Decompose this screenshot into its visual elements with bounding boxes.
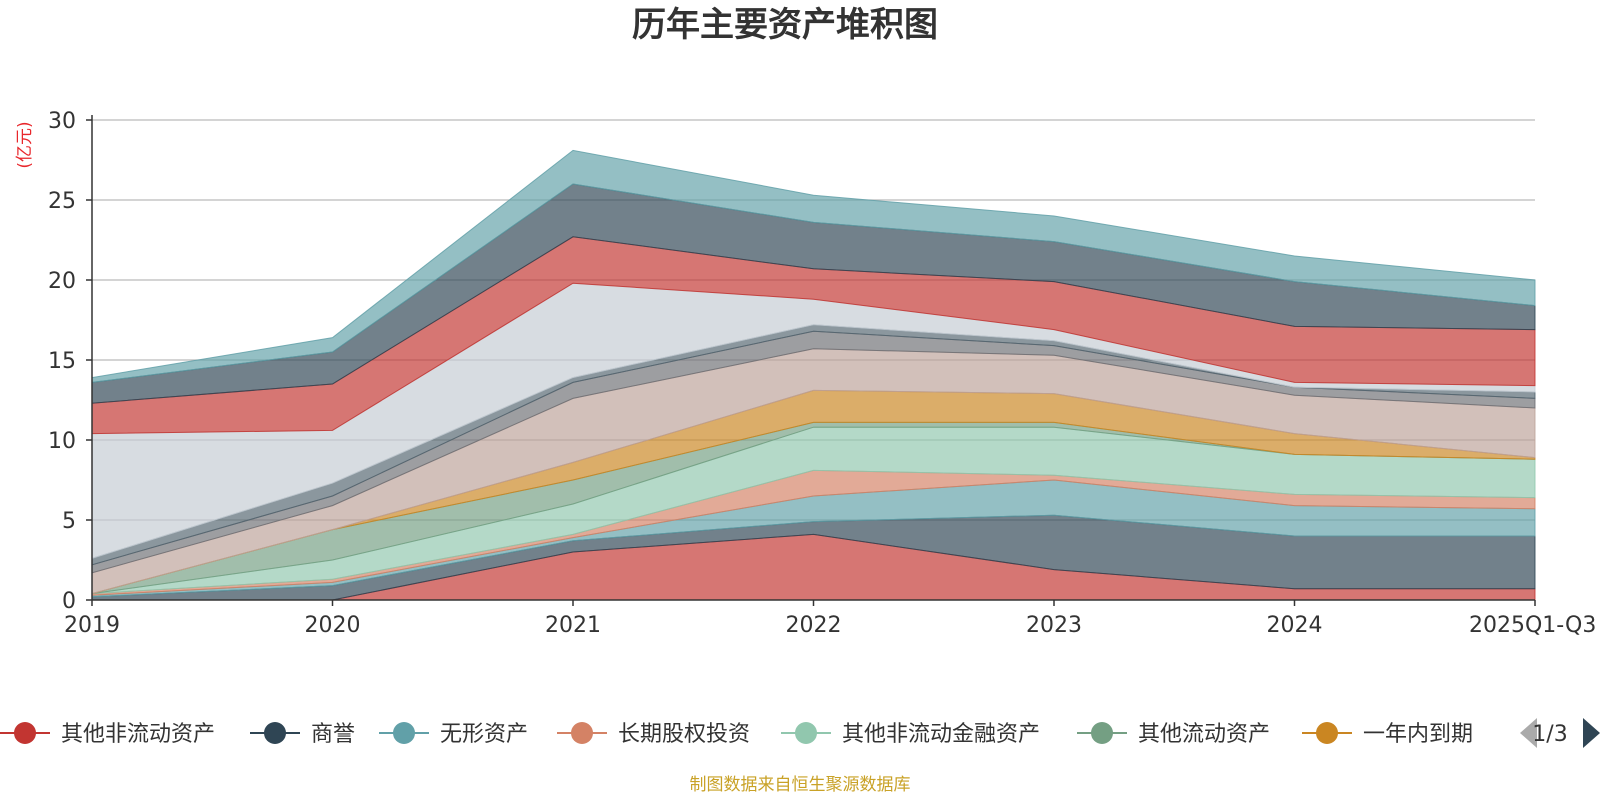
triangle-right-icon[interactable] — [1583, 718, 1600, 748]
x-tick-label: 2021 — [545, 613, 601, 638]
triangle-left-icon[interactable] — [1520, 718, 1537, 748]
legend: 其他非流动资产 商誉 无形资产 长期股权投资 其他非流动金融资产 其他流动资产 一年内到期 1… — [0, 718, 1600, 748]
legend-page-indicator: 1/3 — [1532, 722, 1567, 747]
x-tick-label: 2023 — [1026, 613, 1082, 638]
y-axis-unit: (亿元) — [15, 121, 35, 168]
legend-circle-icon — [393, 722, 415, 744]
legend-circle-icon — [795, 722, 817, 744]
y-tick-label: 20 — [48, 269, 76, 294]
y-tick-label: 15 — [48, 349, 76, 374]
axes: 2019 2020 2021 2022 2023 2024 2025Q1-Q3 — [64, 115, 1596, 638]
legend-item[interactable]: 其他非流动金融资产 — [781, 722, 1040, 747]
x-tick-label: 2022 — [786, 613, 842, 638]
legend-item[interactable]: 无形资产 — [379, 722, 528, 747]
area-series-14[interactable] — [91, 149, 1536, 383]
chart-title: 历年主要资产堆积图 — [632, 5, 938, 45]
y-tick-label: 10 — [48, 429, 76, 454]
legend-label: 其他流动资产 — [1138, 722, 1270, 747]
legend-label: 其他非流动资产 — [61, 722, 215, 747]
y-tick-label: 25 — [48, 189, 76, 214]
data-source-note: 制图数据来自恒生聚源数据库 — [690, 775, 911, 795]
legend-item[interactable]: 其他流动资产 — [1077, 722, 1270, 747]
legend-item[interactable]: 商誉 — [250, 722, 355, 747]
legend-circle-icon — [14, 722, 36, 744]
x-tick-label: 2025Q1-Q3 — [1469, 613, 1596, 638]
legend-circle-icon — [571, 722, 593, 744]
legend-circle-icon — [1316, 722, 1338, 744]
y-tick-label: 0 — [62, 589, 76, 614]
legend-label: 长期股权投资 — [618, 722, 750, 747]
x-tick-label: 2019 — [64, 613, 120, 638]
legend-label: 一年内到期 — [1363, 722, 1473, 747]
legend-item[interactable]: 其他非流动资产 — [0, 722, 215, 747]
legend-label: 无形资产 — [440, 722, 528, 747]
x-tick-label: 2020 — [305, 613, 361, 638]
legend-item[interactable]: 长期股权投资 — [557, 722, 750, 747]
y-tick-label: 30 — [48, 109, 76, 134]
legend-item[interactable]: 一年内到期 — [1302, 722, 1473, 747]
legend-circle-icon — [1091, 722, 1113, 744]
legend-label: 其他非流动金融资产 — [842, 722, 1040, 747]
legend-circle-icon — [264, 722, 286, 744]
area-series-group — [91, 149, 1536, 601]
y-tick-label: 5 — [62, 509, 76, 534]
legend-label: 商誉 — [311, 722, 355, 747]
x-tick-label: 2024 — [1267, 613, 1323, 638]
